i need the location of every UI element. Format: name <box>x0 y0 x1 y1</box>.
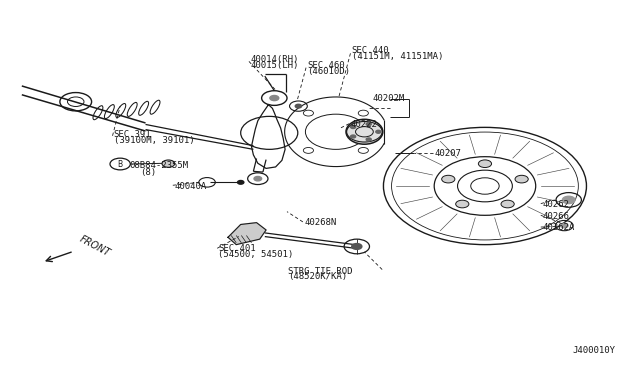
Text: 40014(RH): 40014(RH) <box>250 55 299 64</box>
Text: SEC.391: SEC.391 <box>114 130 152 139</box>
Circle shape <box>254 176 262 181</box>
Text: (48520K/KA): (48520K/KA) <box>288 272 348 281</box>
Text: (39100M, 39101): (39100M, 39101) <box>114 136 195 145</box>
Circle shape <box>162 160 175 167</box>
Circle shape <box>366 138 371 141</box>
Circle shape <box>456 200 469 208</box>
Text: 40266: 40266 <box>542 212 569 221</box>
Text: (46010D): (46010D) <box>307 67 350 76</box>
Circle shape <box>478 160 492 167</box>
Circle shape <box>442 175 455 183</box>
Text: 40262: 40262 <box>542 200 569 209</box>
Circle shape <box>351 135 356 138</box>
Text: J400010Y: J400010Y <box>572 346 615 355</box>
Circle shape <box>501 200 514 208</box>
Text: 40268N: 40268N <box>304 218 337 227</box>
Text: SEC.460: SEC.460 <box>307 61 345 70</box>
Text: 40202M: 40202M <box>372 93 404 103</box>
Text: STRG TIE ROD: STRG TIE ROD <box>288 266 353 276</box>
Text: 40015(LH): 40015(LH) <box>250 61 299 70</box>
Circle shape <box>563 196 575 203</box>
Text: (54500, 54501): (54500, 54501) <box>218 250 294 259</box>
Circle shape <box>376 130 381 133</box>
Text: B: B <box>118 160 123 169</box>
Circle shape <box>237 180 244 184</box>
Circle shape <box>352 244 362 249</box>
Ellipse shape <box>346 119 383 144</box>
Text: 40040A: 40040A <box>174 182 206 190</box>
Text: FRONT: FRONT <box>77 234 112 259</box>
Circle shape <box>515 175 528 183</box>
Text: 08B84-2355M: 08B84-2355M <box>130 161 189 170</box>
Circle shape <box>561 223 568 228</box>
Circle shape <box>351 126 356 128</box>
Circle shape <box>295 104 301 108</box>
Polygon shape <box>228 223 266 245</box>
Text: 40262A: 40262A <box>542 223 574 232</box>
Text: 40222: 40222 <box>351 120 378 129</box>
Text: (41151M, 41151MA): (41151M, 41151MA) <box>352 52 443 61</box>
Text: SEC.401: SEC.401 <box>218 244 256 253</box>
Circle shape <box>270 96 279 100</box>
Text: SEC.440: SEC.440 <box>352 46 389 55</box>
Circle shape <box>366 123 371 126</box>
Text: 40207: 40207 <box>434 149 461 158</box>
Text: (8): (8) <box>140 167 156 177</box>
